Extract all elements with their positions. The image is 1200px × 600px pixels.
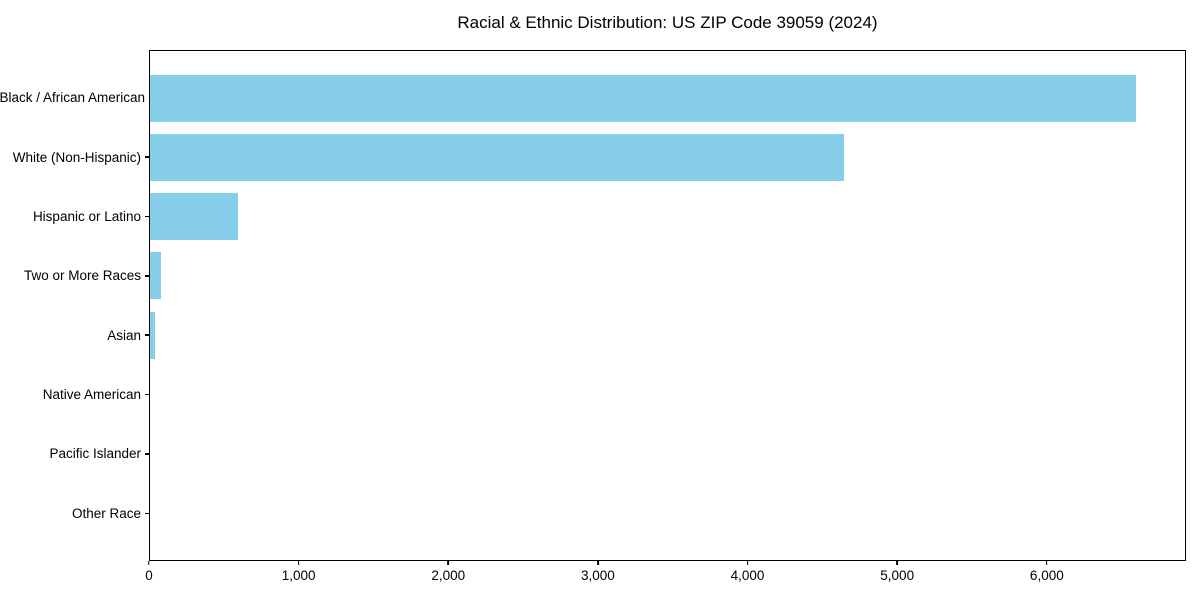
y-label-row-hispanic-or-latino: Hispanic or Latino xyxy=(0,187,149,246)
x-tick-mark xyxy=(148,561,150,565)
y-tick-label-two-or-more-races: Two or More Races xyxy=(23,268,141,284)
y-label-row-black-african-american: Black / African American xyxy=(0,68,149,127)
x-tick-4000: 4,000 xyxy=(730,561,765,583)
bar-row-pacific-islander xyxy=(150,424,1185,483)
y-tick-mark xyxy=(145,215,149,218)
x-tick-label: 1,000 xyxy=(281,568,316,583)
x-axis: 0 1,000 2,000 3,000 4,000 5,000 6,000 xyxy=(145,561,1186,591)
y-tick-mark xyxy=(145,334,149,336)
y-tick-mark xyxy=(145,156,149,158)
x-tick-1000: 1,000 xyxy=(282,561,316,583)
bar-row-other-race xyxy=(150,483,1185,542)
bar-row-black-african-american xyxy=(150,69,1185,128)
y-tick-mark xyxy=(145,453,149,455)
bar-hispanic-or-latino xyxy=(150,193,239,241)
y-axis-labels: Black / African American White (Non-Hispa… xyxy=(0,50,149,561)
bar-row-two-or-more-races xyxy=(150,246,1185,305)
x-tick-5000: 5,000 xyxy=(880,561,914,583)
x-tick-2000: 2,000 xyxy=(431,561,465,583)
plot-area xyxy=(149,50,1186,561)
x-tick-label: 3,000 xyxy=(581,568,615,583)
y-tick-mark xyxy=(145,275,149,277)
x-tick-3000: 3,000 xyxy=(581,561,615,583)
bar-row-hispanic-or-latino xyxy=(150,187,1185,246)
x-tick-mark xyxy=(597,561,599,565)
y-tick-label-hispanic-or-latino: Hispanic or Latino xyxy=(32,208,141,224)
y-tick-label-asian: Asian xyxy=(107,327,141,343)
bar-row-native-american xyxy=(150,365,1185,424)
y-tick-mark xyxy=(145,512,149,514)
y-label-row-native-american: Native American xyxy=(0,365,149,424)
x-tick-mark xyxy=(746,561,749,565)
y-tick-label-other-race: Other Race xyxy=(71,505,141,521)
x-tick-label: 2,000 xyxy=(431,568,466,583)
bar-two-or-more-races xyxy=(150,252,162,300)
x-tick-mark xyxy=(896,561,898,565)
x-tick-mark xyxy=(297,561,300,565)
y-tick-label-white-non-hispanic: White (Non-Hispanic) xyxy=(12,149,141,165)
x-tick-label: 6,000 xyxy=(1029,568,1064,583)
chart-title: Racial & Ethnic Distribution: US ZIP Cod… xyxy=(457,13,878,32)
x-tick-6000: 6,000 xyxy=(1030,561,1064,583)
x-tick-mark xyxy=(1046,561,1048,565)
x-tick-label: 0 xyxy=(145,568,153,583)
bar-asian xyxy=(150,311,156,359)
x-tick-0: 0 xyxy=(145,561,153,583)
y-label-row-other-race: Other Race xyxy=(0,484,149,543)
bar-white-non-hispanic xyxy=(150,134,845,182)
y-tick-label-pacific-islander: Pacific Islander xyxy=(49,446,141,462)
x-tick-label: 5,000 xyxy=(880,568,915,583)
bar-row-asian xyxy=(150,306,1185,365)
bar-row-white-non-hispanic xyxy=(150,128,1185,187)
x-tick-label: 4,000 xyxy=(730,568,765,583)
x-tick-mark xyxy=(447,561,449,565)
y-label-row-pacific-islander: Pacific Islander xyxy=(0,424,149,483)
y-label-row-white-non-hispanic: White (Non-Hispanic) xyxy=(0,127,149,186)
y-tick-mark xyxy=(145,393,149,396)
y-tick-label-black-african-american: Black / African American xyxy=(0,90,145,106)
bar-black-african-american xyxy=(150,75,1136,123)
y-label-row-two-or-more-races: Two or More Races xyxy=(0,246,149,305)
bar-series xyxy=(150,51,1185,560)
y-tick-label-native-american: Native American xyxy=(42,387,141,403)
y-label-row-asian: Asian xyxy=(0,306,149,365)
